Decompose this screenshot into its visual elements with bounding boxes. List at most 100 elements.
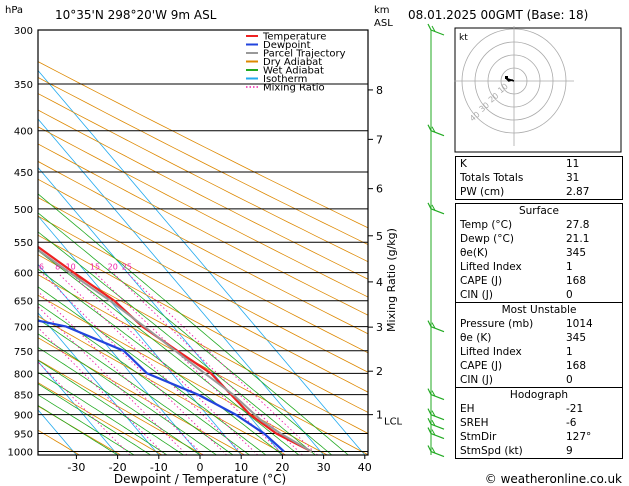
row-label: CIN (J) bbox=[460, 289, 493, 301]
pressure-tick-label: 650 bbox=[14, 297, 33, 308]
row-value: -21 bbox=[566, 403, 584, 415]
mixing-ratio-line bbox=[112, 272, 303, 455]
legend-label: Dry Adiabat bbox=[263, 57, 322, 68]
pressure-tick-label: 400 bbox=[14, 127, 33, 138]
legend-label: Wet Adiabat bbox=[263, 66, 324, 77]
isotherm-line bbox=[38, 263, 201, 455]
temp-tick-label: 30 bbox=[317, 461, 331, 474]
run-label: 08.01.2025 00GMT (Base: 18) bbox=[408, 8, 588, 22]
table-row: Lifted Index 1 bbox=[456, 345, 622, 359]
mixing-ratio-line bbox=[41, 272, 227, 455]
mixing-ratio-label: 15 bbox=[90, 263, 100, 272]
hodograph-marker bbox=[505, 76, 508, 79]
wet-adiabat-line bbox=[38, 303, 250, 455]
row-label: Temp (°C) bbox=[460, 219, 513, 231]
dry-adiabat-line bbox=[38, 234, 368, 413]
dry-adiabat-line bbox=[38, 93, 368, 263]
pressure-tick-label: 1000 bbox=[8, 448, 33, 459]
pressure-tick-label: 800 bbox=[14, 369, 33, 380]
dry-adiabat-line bbox=[38, 337, 245, 455]
row-label: θe(K) bbox=[460, 247, 488, 259]
pressure-tick-label: 850 bbox=[14, 391, 33, 402]
table-row: Temp (°C) 27.8 bbox=[456, 218, 622, 232]
hodograph-table-title: Hodograph bbox=[509, 389, 569, 401]
km-tick-label: 2 bbox=[376, 365, 383, 378]
wet-adiabat-line bbox=[38, 212, 333, 455]
wind-barb bbox=[427, 427, 445, 440]
table-row: SREH -6 bbox=[456, 416, 622, 430]
series-1-line bbox=[38, 319, 285, 453]
wet-adiabat-line bbox=[38, 359, 184, 455]
temp-tick-label: 40 bbox=[358, 461, 372, 474]
table-row: K 11 bbox=[456, 157, 622, 171]
row-label: Totals Totals bbox=[460, 172, 524, 184]
km-tick-label: 5 bbox=[376, 230, 383, 243]
stats-table: Surface Temp (°C) 27.8 Dewp (°C) 21.1 θe(K) 3… bbox=[455, 203, 623, 459]
row-value: 1014 bbox=[566, 318, 593, 330]
mixing-ratio-label: 25 bbox=[122, 263, 132, 272]
wet-adiabat-line bbox=[38, 193, 349, 455]
row-value: 345 bbox=[566, 247, 587, 259]
dry-adiabat-line bbox=[38, 143, 368, 316]
pressure-tick-label: 950 bbox=[14, 430, 33, 441]
mixing-ratio-line bbox=[126, 272, 318, 455]
dry-adiabat-line bbox=[38, 178, 368, 354]
row-value: 168 bbox=[566, 360, 587, 372]
mixing-ratio-label: 8 bbox=[55, 263, 60, 272]
row-label: Pressure (mb) bbox=[460, 318, 534, 330]
pressure-tick-label: 500 bbox=[14, 205, 33, 216]
km-tick-label: 7 bbox=[376, 133, 383, 146]
table-row: CAPE (J) 168 bbox=[456, 359, 622, 373]
pressure-tick-label: 600 bbox=[14, 269, 33, 280]
row-value: 11 bbox=[566, 158, 580, 170]
most-unstable-title: Most Unstable bbox=[501, 304, 577, 316]
series-0-line bbox=[38, 245, 313, 453]
table-row: StmDir 127° bbox=[456, 430, 622, 444]
pressure-tick-label: 350 bbox=[14, 80, 33, 91]
table-row: EH -21 bbox=[456, 402, 622, 416]
km-ref-label: ASL bbox=[374, 18, 393, 29]
row-value: 2.87 bbox=[566, 186, 590, 198]
table-row: θe (K) 345 bbox=[456, 331, 622, 345]
series-2-line bbox=[38, 248, 313, 453]
km-tick-label: 6 bbox=[376, 183, 383, 196]
copyright-text: © weatheronline.co.uk bbox=[485, 472, 622, 486]
dry-adiabat-line bbox=[38, 215, 368, 393]
surface-title: Surface bbox=[518, 205, 559, 217]
wet-adiabat-line bbox=[38, 250, 300, 455]
units-label: hPa bbox=[5, 5, 23, 16]
wet-adiabat-line bbox=[38, 231, 316, 455]
row-label: Lifted Index bbox=[460, 346, 522, 358]
wind-barb bbox=[427, 408, 445, 421]
dry-adiabat-line bbox=[38, 197, 368, 373]
table-row: Totals Totals 31 bbox=[456, 171, 622, 185]
row-label: CAPE (J) bbox=[460, 275, 503, 287]
dry-adiabat-line bbox=[38, 126, 368, 298]
legend-label: Dewpoint bbox=[263, 40, 311, 51]
wet-adiabat-line bbox=[38, 347, 201, 455]
mixing-ratio-label: 20 bbox=[108, 263, 118, 272]
wind-barb bbox=[427, 202, 445, 215]
isotherm-line bbox=[38, 312, 160, 455]
wet-adiabat-line bbox=[38, 405, 118, 455]
temp-tick-label: -30 bbox=[67, 461, 85, 474]
wet-adiabat-line bbox=[38, 268, 283, 455]
km-tick-label: 8 bbox=[376, 84, 383, 97]
row-value: 0 bbox=[566, 374, 573, 386]
row-value: 21.1 bbox=[566, 233, 590, 245]
mixing-ratio-line bbox=[94, 272, 284, 455]
temp-tick-label: 20 bbox=[275, 461, 289, 474]
location-label: 10°35'N 298°20'W 9m ASL bbox=[55, 8, 217, 22]
row-label: CIN (J) bbox=[460, 374, 493, 386]
pressure-tick-label: 450 bbox=[14, 168, 33, 179]
pressure-tick-label: 550 bbox=[14, 238, 33, 249]
mixing-ratio-line bbox=[38, 290, 204, 455]
wet-adiabat-line bbox=[38, 394, 135, 455]
dry-adiabat-line bbox=[38, 359, 204, 455]
table-row: CAPE (J) 168 bbox=[456, 274, 622, 288]
row-label: θe (K) bbox=[460, 332, 492, 344]
hodograph-unit-label: kt bbox=[459, 33, 468, 43]
dry-adiabat-line bbox=[38, 254, 368, 434]
hodograph-frame bbox=[454, 27, 622, 153]
row-label: StmSpd (kt) bbox=[460, 445, 523, 457]
